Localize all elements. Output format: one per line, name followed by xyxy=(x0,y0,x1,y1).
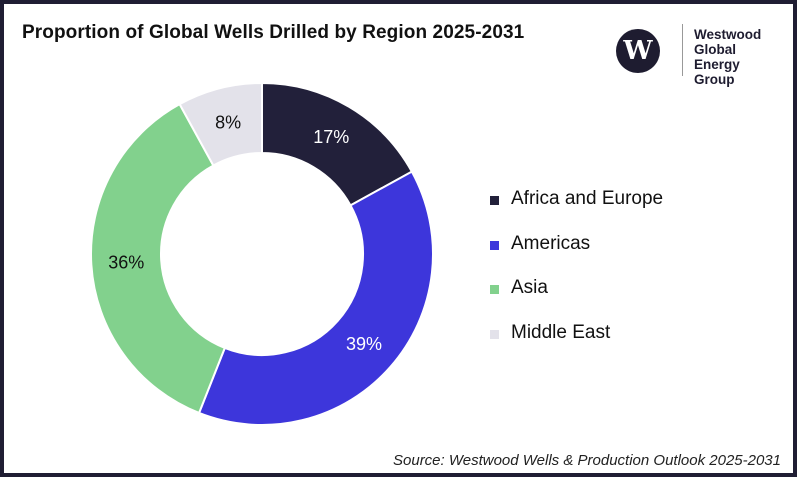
logo-line-3: Group xyxy=(694,72,735,87)
chart-card: Proportion of Global Wells Drilled by Re… xyxy=(4,4,793,473)
logo-line-2: Global Energy xyxy=(694,42,740,72)
legend-label: Africa and Europe xyxy=(511,188,664,209)
logo-line-1: Westwood xyxy=(694,27,762,42)
source-note: Source: Westwood Wells & Production Outl… xyxy=(393,452,781,469)
legend-swatch xyxy=(490,196,499,205)
legend-swatch xyxy=(490,240,499,250)
donut-slice-middle-east xyxy=(178,81,263,167)
donut-slice-asia xyxy=(90,102,227,415)
westwood-logo: W Westwood Global Energy Group xyxy=(616,24,776,87)
slice-label-asia: 36% xyxy=(108,253,144,273)
logo-mark: W xyxy=(623,36,653,66)
legend-label: Asia xyxy=(511,277,548,298)
legend-label: Americas xyxy=(511,232,591,254)
slice-label-africa-and-europe: 17% xyxy=(313,127,349,147)
chart-title: Proportion of Global Wells Drilled by Re… xyxy=(22,22,525,43)
legend-label: Middle East xyxy=(511,321,611,343)
westwood-w-logo-icon xyxy=(616,29,660,73)
slice-label-middle-east: 8% xyxy=(215,112,241,132)
logo-wordmark: Westwood Global Energy Group xyxy=(694,27,784,87)
logo-divider xyxy=(682,24,683,76)
slice-label-americas: 39% xyxy=(346,334,382,354)
legend-swatch xyxy=(490,329,499,339)
donut-slice-americas xyxy=(197,170,434,426)
donut-chart: 17% 39% 36% 8% xyxy=(90,81,434,426)
donut-slices xyxy=(90,81,434,426)
donut-labels: 17% 39% 36% 8% xyxy=(108,112,382,354)
legend-swatch xyxy=(490,285,499,294)
